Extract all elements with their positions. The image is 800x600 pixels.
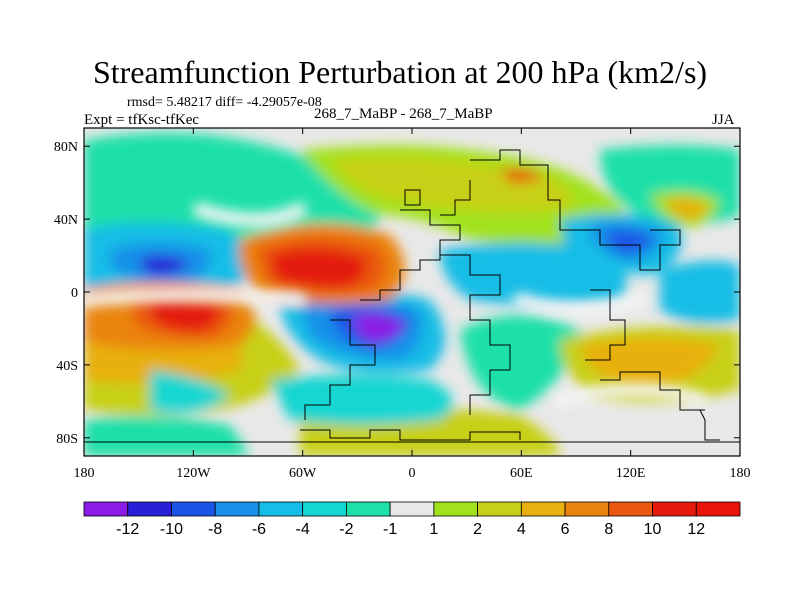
colorbar-label: -8 xyxy=(208,521,222,538)
y-axis: 80N 40N 0 40S 80S xyxy=(54,140,740,447)
colorbar-swatch xyxy=(652,501,697,517)
y-tick-label: 80S xyxy=(56,432,78,447)
colorbar-swatch xyxy=(564,501,610,517)
x-tick-label: 0 xyxy=(409,466,416,481)
colorbar-swatch xyxy=(389,501,435,517)
plot-title: Streamfunction Perturbation at 200 hPa (… xyxy=(92,54,708,90)
colorbar-label: -12 xyxy=(116,521,139,538)
colorbar-swatch xyxy=(127,501,172,517)
colorbar-label: -4 xyxy=(296,521,310,538)
colorbar-label: -1 xyxy=(383,521,397,538)
coastlines xyxy=(84,149,740,443)
colorbar-swatch xyxy=(433,501,479,517)
y-tick-label: 0 xyxy=(71,286,78,301)
case-label: 268_7_MaBP - 268_7_MaBP xyxy=(314,106,493,122)
colorbar-swatch xyxy=(608,501,653,517)
y-tick-label: 80N xyxy=(54,140,78,155)
colorbar-label: 8 xyxy=(604,521,613,538)
colorbar-swatch xyxy=(83,501,129,517)
y-tick-label: 40N xyxy=(54,213,78,228)
colorbar-swatch xyxy=(214,501,260,517)
colorbar-label: 12 xyxy=(687,521,705,538)
colorbar-swatch xyxy=(258,501,304,517)
x-tick-label: 60E xyxy=(510,466,533,481)
x-tick-label: 180 xyxy=(74,466,95,481)
colorbar-label: 10 xyxy=(644,521,662,538)
x-tick-label: 180 xyxy=(730,466,751,481)
colorbar-label: -2 xyxy=(339,521,353,538)
colorbar-swatch xyxy=(520,501,566,517)
contour-field xyxy=(84,128,740,456)
colorbar-swatch xyxy=(302,501,347,517)
colorbar-swatch xyxy=(695,501,741,517)
experiment-label: Expt = tfKsc-tfKec xyxy=(84,112,200,128)
colorbar-label: 2 xyxy=(473,521,482,538)
colorbar-label: 4 xyxy=(517,521,526,538)
x-tick-label: 60W xyxy=(289,466,317,481)
colorbar-label: -10 xyxy=(160,521,183,538)
colorbar-label: 6 xyxy=(561,521,570,538)
colorbar-label: 1 xyxy=(429,521,438,538)
x-axis: 180 120W 60W 0 60E 120E 180 xyxy=(74,128,751,481)
stats-line: rmsd= 5.48217 diff= -4.29057e-08 xyxy=(127,95,322,110)
x-tick-label: 120W xyxy=(176,466,211,481)
y-tick-label: 40S xyxy=(56,359,78,374)
colorbar-swatch xyxy=(345,501,391,517)
x-tick-label: 120E xyxy=(616,466,646,481)
colorbar: -12 -10 -8 -6 -4 -2 -1 1 2 4 6 8 10 12 xyxy=(83,501,741,538)
season-label: JJA xyxy=(712,112,735,128)
colorbar-label: -6 xyxy=(252,521,266,538)
colorbar-swatch xyxy=(171,501,216,517)
colorbar-swatch xyxy=(477,501,522,517)
